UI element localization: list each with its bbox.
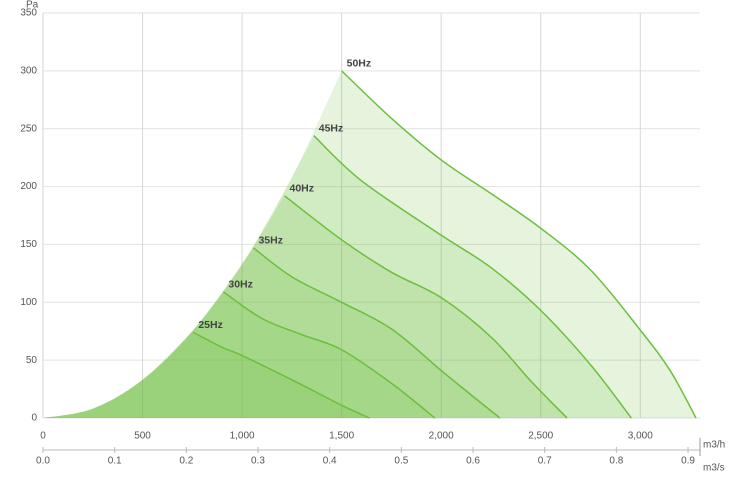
x2-tick-label: 0.4 [323, 456, 337, 467]
curve-area [43, 135, 632, 418]
y-tick-label: 0 [31, 413, 37, 424]
y-tick-label: 50 [26, 355, 38, 366]
x2-tick-label: 0.1 [108, 456, 122, 467]
curve-area [43, 70, 697, 418]
fan-curve [313, 135, 632, 419]
y-tick-label: 100 [20, 297, 37, 308]
curve-area [43, 327, 370, 418]
x2-tick-label: 0.7 [538, 456, 552, 467]
grid [42, 12, 700, 419]
x2-tick-label: 0.0 [36, 456, 50, 467]
x-unit: m3/h [703, 440, 725, 451]
x2-tick-label: 0.8 [609, 456, 623, 467]
curve-label: 25Hz [198, 319, 223, 331]
curve-area [43, 291, 435, 418]
x-tick-label: 1,000 [230, 431, 255, 442]
curve-label: 45Hz [319, 122, 344, 134]
x2-unit: m3/s [703, 463, 725, 474]
fan-curve [252, 247, 501, 419]
x2-tick-label: 0.2 [179, 456, 193, 467]
x-tick-label: 1,500 [329, 431, 354, 442]
x2-tick-label: 0.5 [394, 456, 408, 467]
fan-curve [222, 291, 436, 419]
x2-tick-label: 0.3 [251, 456, 265, 467]
curve-area [43, 195, 568, 418]
y-tick-label: 300 [20, 65, 37, 76]
y-tick-label: 200 [20, 181, 37, 192]
y-unit: Pa [26, 0, 39, 11]
y-tick-label: 150 [20, 239, 37, 250]
curve-label: 50Hz [347, 58, 372, 70]
x-tick-label: 0 [40, 431, 46, 442]
fan-curve [341, 70, 697, 419]
x-tick-label: 500 [134, 431, 151, 442]
fan-curve [192, 331, 370, 419]
x2-tick-label: 0.9 [681, 456, 695, 467]
curve-label: 40Hz [289, 183, 314, 195]
y-tick-label: 350 [20, 8, 37, 19]
fan-curve [284, 195, 568, 419]
curve-label: 30Hz [228, 279, 253, 291]
x-tick-label: 2,000 [429, 431, 454, 442]
curve-area [43, 247, 500, 418]
x2-tick-label: 0.6 [466, 456, 480, 467]
y-tick-label: 250 [20, 123, 37, 134]
x-tick-label: 3,000 [628, 431, 653, 442]
curve-label: 35Hz [258, 235, 283, 247]
x-tick-label: 2,500 [528, 431, 553, 442]
